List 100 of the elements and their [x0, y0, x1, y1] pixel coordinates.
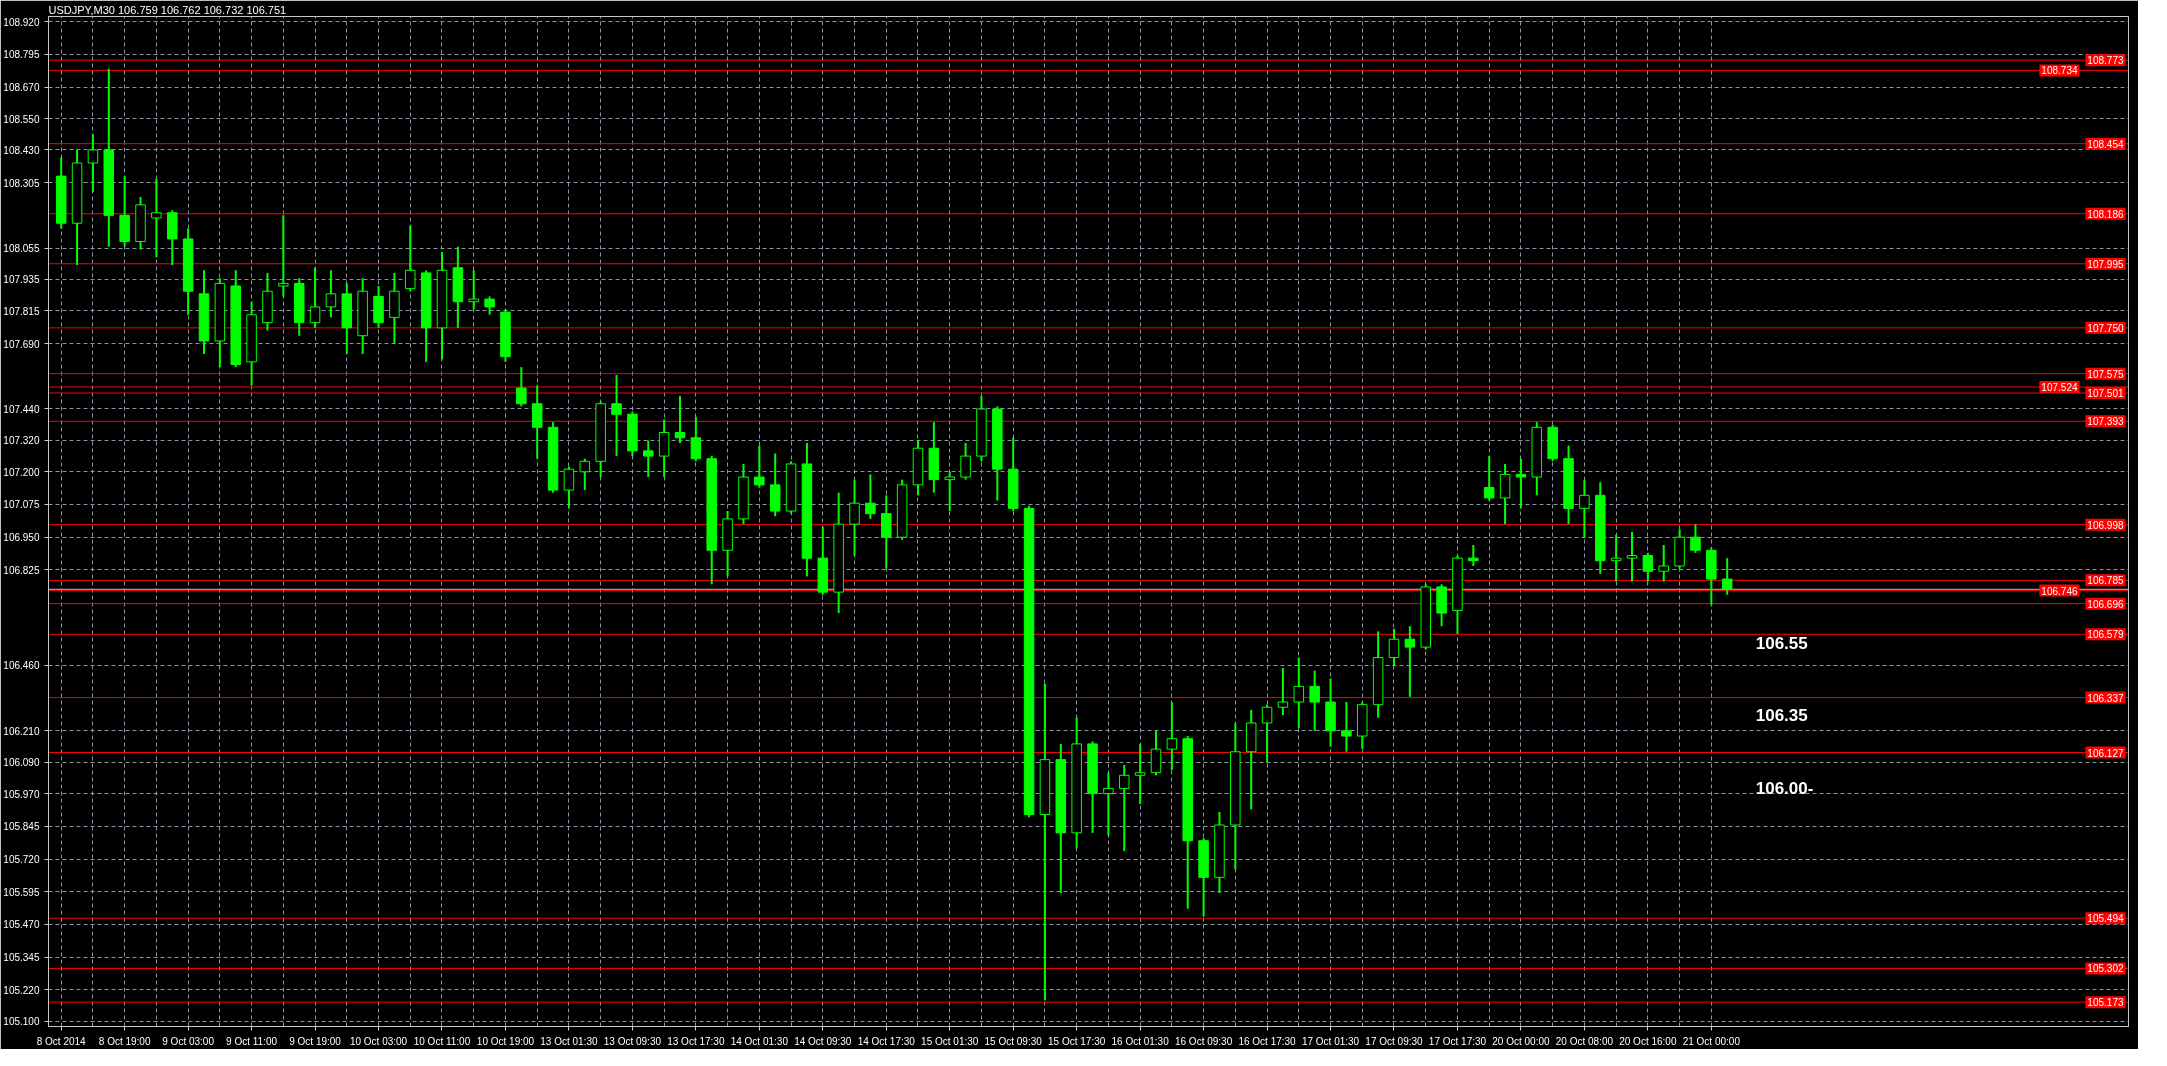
x-tick-label: 21 Oct 00:00 — [1682, 1035, 1741, 1047]
x-tick-label: 14 Oct 17:30 — [857, 1035, 916, 1047]
y-tick-label: 108.795 — [3, 49, 40, 61]
y-tick-label: 106.825 — [3, 564, 40, 576]
y-tick-label: 105.470 — [3, 919, 40, 931]
candlestick — [1579, 478, 1590, 539]
candlestick — [309, 266, 321, 329]
ref-line-label: 106.696 — [2087, 598, 2124, 610]
candlestick — [468, 269, 479, 311]
x-tick-label: 10 Oct 11:00 — [413, 1035, 471, 1047]
y-tick-label: 105.345 — [3, 952, 40, 964]
candlestick — [1626, 530, 1638, 583]
y-tick-label: 106.210 — [3, 725, 40, 737]
ref-line-label: 106.127 — [2087, 747, 2124, 759]
y-tick-label: 106.950 — [3, 532, 40, 544]
candlestick — [1261, 703, 1273, 764]
candlestick — [531, 384, 543, 460]
candlestick — [1309, 669, 1320, 732]
x-tick-label: 13 Oct 09:30 — [603, 1035, 662, 1047]
candlestick — [960, 442, 971, 481]
candlestick — [579, 457, 591, 492]
candlestick — [1341, 701, 1352, 753]
x-tick-label: 14 Oct 09:30 — [794, 1035, 852, 1047]
x-tick-label: 15 Oct 17:30 — [1048, 1035, 1106, 1047]
y-tick-label: 107.200 — [3, 466, 40, 478]
y-tick-label: 108.430 — [3, 144, 40, 156]
ref-line-label: 107.524 — [2041, 382, 2078, 394]
text: 106.55 — [1755, 633, 1808, 653]
y-tick-label: 105.845 — [3, 821, 40, 833]
y-tick-label: 105.100 — [3, 1016, 40, 1028]
candlestick — [151, 177, 162, 259]
x-tick-label: 20 Oct 08:00 — [1555, 1035, 1614, 1047]
candlestick — [1150, 729, 1162, 777]
ref-line-label: 106.337 — [2087, 692, 2124, 704]
y-tick-label: 106.090 — [3, 757, 40, 769]
candlestick — [1642, 551, 1654, 583]
candlestick — [325, 269, 337, 319]
x-tick-label: 20 Oct 00:00 — [1492, 1035, 1550, 1047]
y-tick-label: 108.920 — [3, 16, 40, 28]
candlestick — [1468, 544, 1479, 567]
candlestick — [1483, 455, 1495, 502]
candlestick — [1610, 533, 1622, 583]
candlestick — [563, 465, 575, 510]
candlestick — [1166, 701, 1178, 772]
ref-line-label: 107.995 — [2087, 258, 2124, 270]
ref-line-label: 108.734 — [2041, 65, 2078, 77]
ref-line-label: 105.173 — [2087, 997, 2124, 1009]
candlestick — [690, 415, 702, 463]
candlestick — [611, 373, 622, 458]
y-tick-label: 108.670 — [3, 82, 40, 94]
y-tick-label: 108.305 — [3, 177, 40, 189]
y-tick-label: 108.055 — [3, 243, 40, 255]
x-tick-label: 13 Oct 17:30 — [667, 1035, 725, 1047]
y-tick-label: 105.220 — [3, 984, 40, 996]
candlestick — [1134, 742, 1146, 806]
y-tick-label: 105.720 — [3, 854, 40, 866]
y-tick-label: 105.595 — [3, 886, 40, 898]
ref-line-label: 108.454 — [2087, 138, 2124, 150]
ref-line-label: 106.579 — [2087, 629, 2124, 641]
x-tick-label: 17 Oct 01:30 — [1301, 1035, 1360, 1047]
x-tick-label: 14 Oct 01:30 — [730, 1035, 789, 1047]
candlestick — [1388, 627, 1400, 667]
y-tick-label: 105.970 — [3, 788, 40, 800]
candlestick — [1293, 656, 1305, 730]
candlestick — [405, 224, 416, 293]
candlestick — [1515, 457, 1527, 510]
candlestick — [674, 394, 686, 444]
x-tick-label: 17 Oct 09:30 — [1365, 1035, 1424, 1047]
candlestick — [944, 470, 955, 513]
x-tick-label: 13 Oct 01:30 — [540, 1035, 598, 1047]
x-tick-label: 15 Oct 01:30 — [921, 1035, 979, 1047]
x-tick-label: 16 Oct 09:30 — [1174, 1035, 1233, 1047]
x-tick-label: 16 Oct 17:30 — [1238, 1035, 1297, 1047]
candlestick — [754, 444, 765, 489]
ref-line-label: 106.746 — [2041, 585, 2078, 597]
ref-line-label: 107.501 — [2087, 388, 2124, 400]
candlestick — [849, 478, 860, 557]
candlestick — [1690, 523, 1701, 554]
candlestick — [1404, 625, 1416, 698]
ref-line-label: 107.750 — [2087, 322, 2124, 334]
x-tick-label: 10 Oct 19:00 — [476, 1035, 535, 1047]
chart-title: USDJPY,M30 106.759 106.762 106.732 106.751 — [48, 3, 287, 16]
candlestick — [1658, 544, 1669, 583]
x-tick-label: 8 Oct 19:00 — [98, 1035, 151, 1047]
y-tick-label: 107.440 — [3, 403, 40, 415]
x-tick-label: 8 Oct 2014 — [36, 1035, 87, 1047]
candlestick — [1721, 557, 1733, 596]
ref-line-label: 106.785 — [2087, 575, 2124, 587]
y-tick-label: 106.460 — [3, 660, 40, 672]
y-tick-label: 107.075 — [3, 499, 40, 511]
text: 106.35 — [1755, 706, 1808, 726]
y-tick-label: 108.550 — [3, 113, 40, 125]
candlestick — [278, 214, 289, 298]
ref-line-label: 108.773 — [2087, 55, 2124, 67]
ref-line-label: 107.575 — [2087, 368, 2124, 380]
x-tick-label: 10 Oct 03:00 — [349, 1035, 408, 1047]
candlestick — [1103, 771, 1114, 837]
ref-line-label: 106.998 — [2087, 519, 2124, 531]
ref-line-label: 105.302 — [2087, 963, 2124, 975]
ref-line-label: 108.186 — [2087, 208, 2124, 220]
